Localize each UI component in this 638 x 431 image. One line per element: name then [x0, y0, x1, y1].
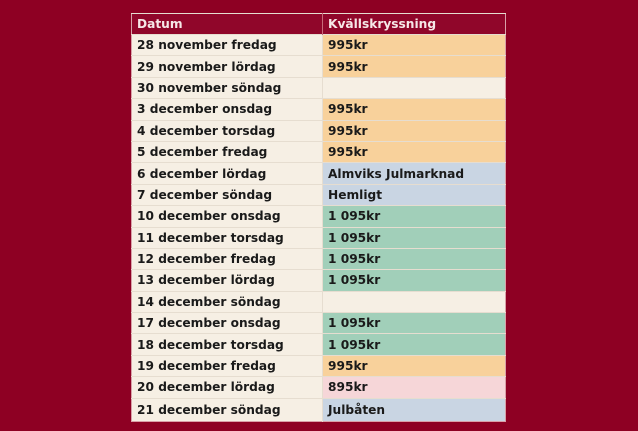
header-row: Datum Kvällskryssning	[131, 13, 506, 35]
date-cell: 18 december torsdag	[131, 333, 323, 356]
table-row: 4 december torsdag 995kr	[131, 119, 506, 142]
date-cell: 5 december fredag	[131, 140, 323, 163]
table-row: 21 december söndag Julbåten	[131, 397, 506, 422]
price-cell: 995kr	[322, 33, 506, 56]
table-row: 6 december lördag Almviks Julmarknad	[131, 162, 506, 185]
table-row: 17 december onsdag 1 095kr	[131, 312, 506, 334]
table-row: 28 november fredag 995kr	[131, 33, 506, 56]
date-cell: 11 december torsdag	[131, 226, 323, 249]
price-cell: Hemligt	[322, 183, 506, 206]
table-row: 11 december torsdag 1 095kr	[131, 226, 506, 249]
date-cell: 30 november söndag	[131, 76, 323, 99]
date-cell: 20 december lördag	[131, 376, 323, 399]
table-row: 7 december söndag Hemligt	[131, 183, 506, 206]
date-cell: 6 december lördag	[131, 162, 323, 185]
price-cell: 1 095kr	[322, 269, 506, 292]
price-cell: 1 095kr	[322, 312, 506, 334]
table-row: 5 december fredag 995kr	[131, 140, 506, 163]
date-cell: 13 december lördag	[131, 269, 323, 292]
table-row: 19 december fredag 995kr	[131, 354, 506, 377]
price-cell: 1 095kr	[322, 226, 506, 249]
table-row: 29 november lördag 995kr	[131, 55, 506, 78]
table-row: 14 december söndag	[131, 290, 506, 313]
date-cell: 19 december fredag	[131, 354, 323, 377]
price-cell: 995kr	[322, 354, 506, 377]
table-row: 3 december onsdag 995kr	[131, 98, 506, 121]
date-cell: 7 december söndag	[131, 183, 323, 206]
table-row: 30 november söndag	[131, 76, 506, 99]
price-cell: Julbåten	[322, 397, 506, 422]
price-cell	[322, 290, 506, 313]
price-cell: 895kr	[322, 376, 506, 399]
date-cell: 12 december fredag	[131, 247, 323, 270]
table-row: 12 december fredag 1 095kr	[131, 247, 506, 270]
schedule-table: Datum Kvällskryssning 28 november fredag…	[131, 13, 506, 422]
price-cell: 995kr	[322, 55, 506, 78]
date-cell: 28 november fredag	[131, 33, 323, 56]
price-cell: 1 095kr	[322, 247, 506, 270]
table-row: 10 december onsdag 1 095kr	[131, 205, 506, 228]
date-cell: 3 december onsdag	[131, 98, 323, 121]
price-cell: 995kr	[322, 119, 506, 142]
header-datum: Datum	[131, 13, 323, 35]
header-kvallskryssning: Kvällskryssning	[322, 13, 506, 35]
table-row: 20 december lördag 895kr	[131, 376, 506, 399]
price-cell: Almviks Julmarknad	[322, 162, 506, 185]
price-cell: 995kr	[322, 140, 506, 163]
table-row: 13 december lördag 1 095kr	[131, 269, 506, 292]
price-cell: 1 095kr	[322, 333, 506, 356]
table-row: 18 december torsdag 1 095kr	[131, 333, 506, 356]
date-cell: 10 december onsdag	[131, 205, 323, 228]
price-cell	[322, 76, 506, 99]
date-cell: 21 december söndag	[131, 397, 323, 422]
date-cell: 4 december torsdag	[131, 119, 323, 142]
date-cell: 17 december onsdag	[131, 312, 323, 334]
date-cell: 14 december söndag	[131, 290, 323, 313]
price-cell: 1 095kr	[322, 205, 506, 228]
date-cell: 29 november lördag	[131, 55, 323, 78]
price-cell: 995kr	[322, 98, 506, 121]
